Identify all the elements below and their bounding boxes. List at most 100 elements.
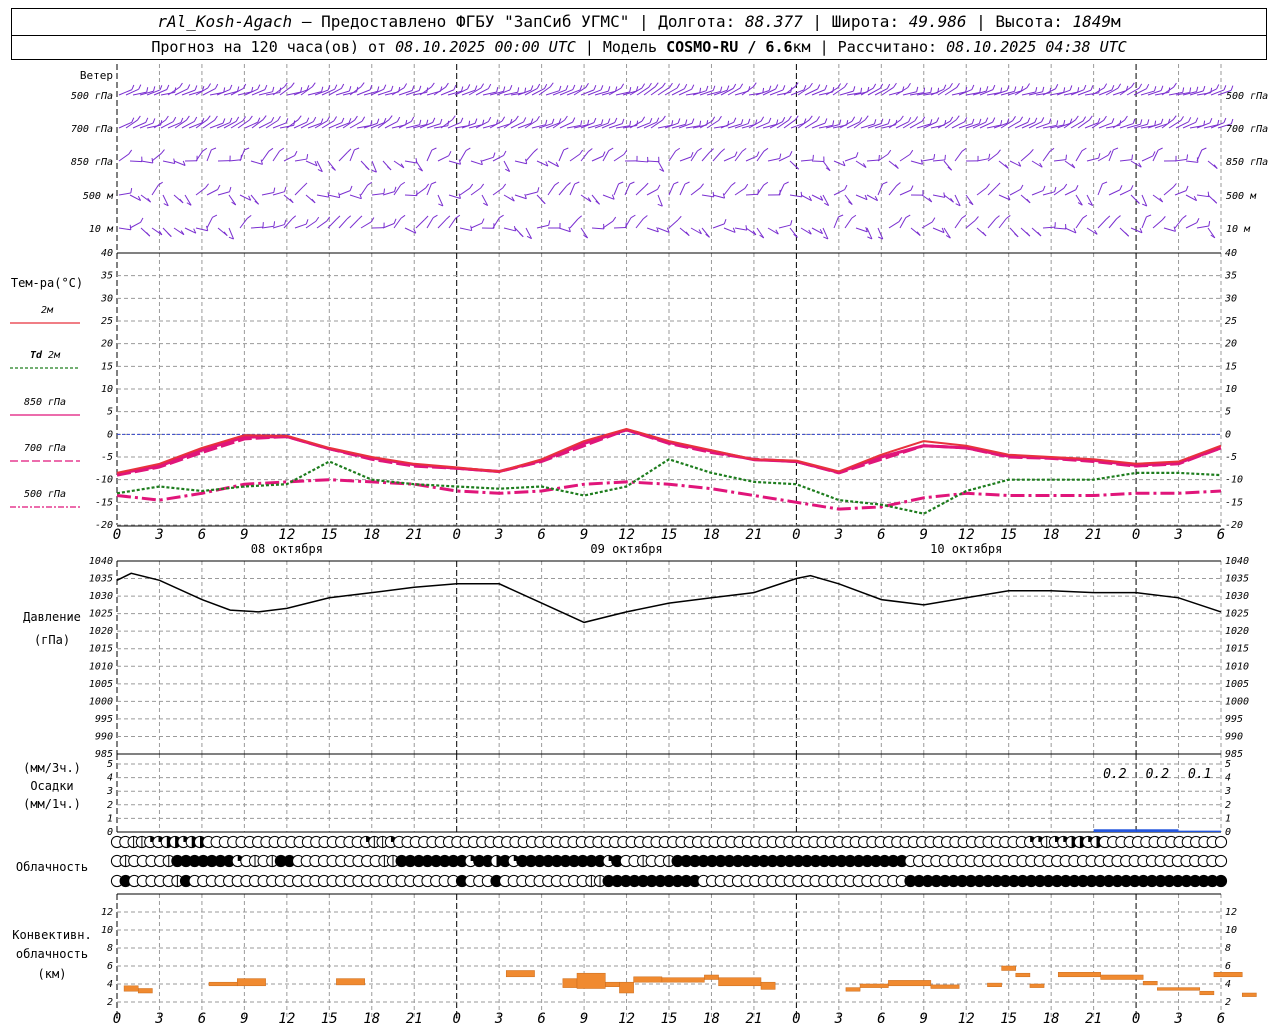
wind-barb-feather	[453, 84, 457, 90]
wind-barb-feather	[615, 86, 618, 92]
x-tick-label: 3	[154, 527, 163, 543]
wind-barb-feather	[1006, 85, 1010, 91]
wind-barb-feather	[851, 116, 856, 122]
wind-barb	[468, 87, 482, 96]
wind-barb-feather	[333, 116, 338, 122]
wind-barb	[250, 160, 263, 165]
wind-barb-feather	[445, 82, 449, 88]
longitude-value: 88.377	[744, 12, 803, 31]
wind-barb	[776, 91, 791, 96]
wind-barb	[437, 218, 447, 229]
wind-barb	[1042, 88, 1056, 96]
wind-barb-feather	[193, 116, 198, 122]
wind-barb-feather	[348, 86, 352, 92]
wind-barb	[1152, 149, 1159, 162]
wind-barb	[314, 89, 329, 96]
wind-barb	[475, 88, 489, 96]
wind-barb-feather	[566, 182, 571, 187]
wind-barb-feather	[666, 227, 670, 233]
wind-barb	[844, 156, 857, 162]
wind-barb-feather	[731, 182, 736, 186]
wind-barb-feather	[1065, 154, 1067, 160]
wind-barb-feather	[1172, 115, 1177, 120]
wind-barb	[335, 90, 350, 96]
wind-barb-feather	[825, 167, 831, 172]
temp-500hpa-line	[116, 478, 1222, 511]
wind-barb-feather	[1146, 83, 1150, 89]
wind-barb	[173, 227, 185, 236]
wind-level-label-left: 850 гПа	[71, 157, 113, 168]
wind-barb	[489, 90, 504, 96]
wind-barb	[448, 160, 461, 165]
wind-barb	[1075, 217, 1084, 229]
wind-barb-feather	[499, 214, 504, 219]
wind-barb-feather	[461, 86, 464, 92]
x-tick-label: 21	[745, 527, 762, 543]
wind-barb-feather	[862, 163, 867, 168]
wind-barb	[181, 89, 196, 96]
convective-cloud-bar	[718, 977, 762, 987]
wind-barb-feather	[842, 161, 846, 167]
wind-barb	[1182, 121, 1196, 129]
wind-barb	[629, 120, 643, 129]
wind-barb-feather	[732, 227, 736, 233]
wind-barb-feather	[166, 84, 170, 90]
wind-barb-feather	[451, 115, 456, 121]
wind-barb-feather	[824, 118, 828, 124]
wind-barb	[671, 88, 685, 96]
wind-barb	[305, 220, 317, 229]
wind-barb-feather	[574, 181, 580, 185]
wind-barb	[624, 217, 632, 229]
wind-barb-feather	[905, 214, 911, 218]
wind-barb-feather	[1154, 120, 1157, 126]
wind-barb-feather	[809, 82, 813, 88]
wind-barb	[822, 160, 831, 171]
x-tick-label: 3	[1173, 527, 1182, 543]
wind-barb	[129, 160, 143, 163]
x-tick-label-bottom: 18	[363, 1011, 380, 1024]
wind-barb-feather	[1159, 197, 1164, 203]
x-tick-label-bottom: 15	[661, 1011, 678, 1024]
wind-barb	[767, 227, 779, 235]
wind-barb-feather	[300, 87, 303, 93]
wind-barb-feather	[1139, 119, 1143, 125]
wind-barb	[118, 121, 132, 129]
wind-barb-feather	[1041, 117, 1045, 123]
wind-barb	[363, 90, 378, 96]
wind-barb	[437, 194, 444, 207]
wind-barb-feather	[997, 149, 1001, 154]
wind-barb	[1154, 91, 1169, 96]
x-tick-label-bottom: 21	[745, 1011, 762, 1024]
wind-barb	[587, 89, 602, 96]
wind-barb	[447, 121, 462, 129]
wind-barb-feather	[1157, 147, 1163, 151]
legend-label-main: 700	[24, 443, 42, 454]
wind-barb	[818, 124, 833, 129]
precip-amount-label: 0.2	[1103, 767, 1127, 782]
wind-barb	[923, 121, 937, 129]
wind-barb	[1196, 149, 1203, 162]
wind-barb	[866, 227, 873, 240]
wind-barb-feather	[618, 181, 624, 185]
y-tick-label-left: 10	[101, 925, 113, 936]
wind-barb	[1021, 91, 1036, 96]
wind-barb	[1196, 122, 1211, 129]
wind-barb	[377, 119, 390, 129]
y-tick-label-right: 40	[1225, 248, 1237, 259]
wind-barb	[1031, 160, 1043, 168]
wind-barb	[363, 122, 378, 129]
y-tick-label-right: 6	[1225, 961, 1231, 972]
wind-barb	[426, 149, 433, 162]
wind-barb	[173, 160, 186, 166]
wind-barb	[510, 121, 524, 129]
wind-barb-feather	[1182, 87, 1185, 93]
wind-barb-feather	[691, 84, 695, 90]
wind-barb	[646, 188, 658, 196]
y-tick-label-right: 2	[1225, 800, 1231, 811]
wind-barb	[517, 89, 532, 96]
wind-barb	[762, 88, 776, 96]
x-tick-label: 9	[580, 527, 588, 543]
wind-barb	[573, 124, 588, 129]
wind-barb-feather	[193, 228, 197, 234]
wind-barb-feather	[873, 119, 877, 125]
